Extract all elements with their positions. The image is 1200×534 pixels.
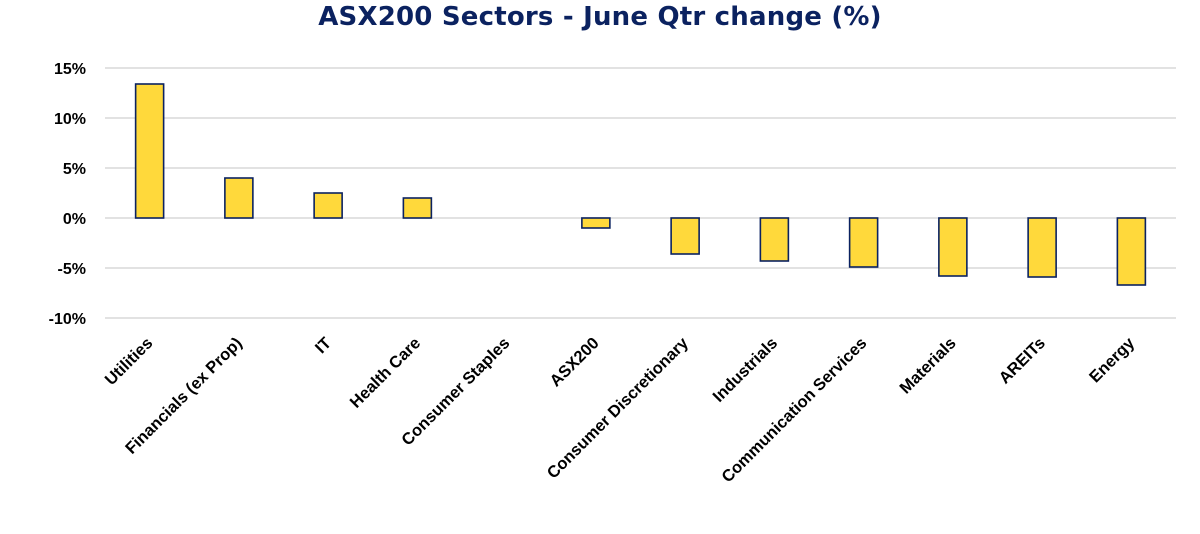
bar	[581, 217, 611, 229]
bar	[938, 217, 968, 277]
bar	[759, 217, 790, 262]
y-tick-label: -10%	[49, 311, 86, 328]
x-tick-label: AREITs	[996, 334, 1049, 387]
bar	[1116, 217, 1147, 286]
y-tick-label: -5%	[58, 261, 86, 278]
x-tick-label: ASX200	[547, 334, 603, 390]
x-tick-label: Industrials	[709, 334, 781, 406]
x-tick-label: Utilities	[102, 334, 157, 389]
x-tick-label: Energy	[1086, 334, 1139, 387]
bar	[402, 197, 433, 219]
y-tick-label: 10%	[54, 111, 86, 128]
x-tick-label: Consumer Discretionary	[544, 334, 693, 483]
chart-title: ASX200 Sectors - June Qtr change (%)	[318, 2, 882, 32]
bar	[1027, 217, 1057, 278]
bar	[848, 217, 879, 268]
y-tick-label: 0%	[63, 211, 86, 228]
bar	[313, 192, 343, 219]
bar	[224, 177, 254, 219]
x-tick-label: Materials	[896, 334, 959, 397]
x-tick-label: Health Care	[347, 334, 425, 412]
bar	[134, 83, 165, 219]
x-tick-label: Communication Services	[718, 334, 870, 486]
bar	[670, 217, 700, 255]
y-tick-label: 15%	[54, 61, 86, 78]
x-tick-label: IT	[312, 334, 335, 357]
y-tick-label: 5%	[63, 161, 86, 178]
